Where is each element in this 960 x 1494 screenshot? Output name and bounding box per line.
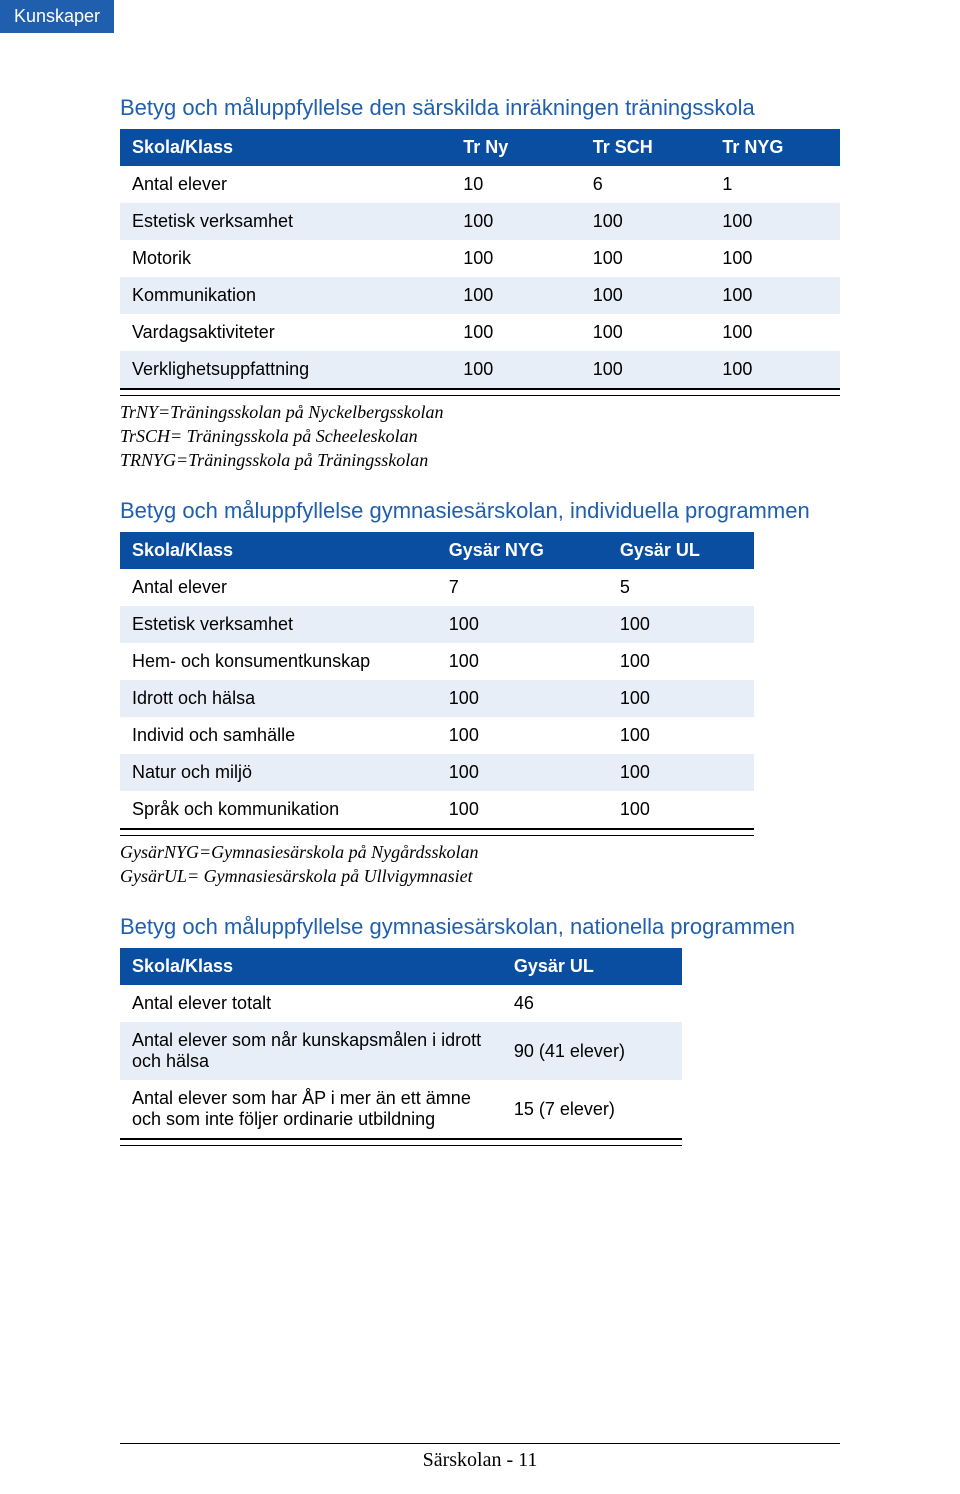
table-cell: Motorik [120,240,451,277]
table-row: Individ och samhälle100100 [120,717,754,754]
caption-line: TRNYG=Träningsskola på Träningsskolan [120,448,840,472]
caption-line: TrSCH= Träningsskola på Scheeleskolan [120,424,840,448]
table-cell: 100 [608,754,754,791]
table-cell: 100 [710,203,840,240]
table-cell: 100 [608,643,754,680]
table-cell: 100 [451,203,581,240]
table-cell: 100 [437,717,608,754]
table-cell: Idrott och hälsa [120,680,437,717]
table2-col-2: Gysär UL [608,532,754,569]
table2-title: Betyg och måluppfyllelse gymnasiesärskol… [120,498,840,524]
table-cell: 100 [608,680,754,717]
table-cell: 100 [608,717,754,754]
table1-caption: TrNY=Träningsskolan på Nyckelbergsskolan… [120,400,840,473]
table-cell: 100 [581,277,711,314]
table2-caption: GysärNYG=Gymnasiesärskola på Nygårdsskol… [120,840,840,889]
table1-col-0: Skola/Klass [120,129,451,166]
table2-col-1: Gysär NYG [437,532,608,569]
table-row: Motorik100100100 [120,240,840,277]
table-cell: Natur och miljö [120,754,437,791]
table3-col-0: Skola/Klass [120,948,502,985]
table-row: Antal elever totalt46 [120,985,682,1022]
table-cell: Språk och kommunikation [120,791,437,829]
table-cell: 100 [710,351,840,389]
table1-col-1: Tr Ny [451,129,581,166]
table-row: Hem- och konsumentkunskap100100 [120,643,754,680]
table-cell: 100 [581,314,711,351]
table2-col-0: Skola/Klass [120,532,437,569]
table1-col-2: Tr SCH [581,129,711,166]
table-cell: 100 [581,351,711,389]
table-cell: Verklighetsuppfattning [120,351,451,389]
table2: Skola/Klass Gysär NYG Gysär UL Antal ele… [120,532,754,836]
page-tab-header: Kunskaper [0,0,114,33]
table-cell: Estetisk verksamhet [120,606,437,643]
caption-line: GysärUL= Gymnasiesärskola på Ullvigymnas… [120,864,840,888]
table-row: Antal elever1061 [120,166,840,203]
table-cell: 46 [502,985,682,1022]
table-cell: 100 [437,680,608,717]
table1: Skola/Klass Tr Ny Tr SCH Tr NYG Antal el… [120,129,840,396]
table1-title: Betyg och måluppfyllelse den särskilda i… [120,95,840,121]
table-cell: 100 [710,277,840,314]
table-cell: 100 [581,240,711,277]
table3-col-1: Gysär UL [502,948,682,985]
table-row: Vardagsaktiviteter100100100 [120,314,840,351]
table-cell: 1 [710,166,840,203]
table-cell: Antal elever totalt [120,985,502,1022]
table1-col-3: Tr NYG [710,129,840,166]
table-row: Kommunikation100100100 [120,277,840,314]
table2-body: Antal elever75Estetisk verksamhet100100H… [120,569,754,829]
table-cell: 5 [608,569,754,606]
table-row: Estetisk verksamhet100100 [120,606,754,643]
table-cell: 100 [608,791,754,829]
table-cell: Individ och samhälle [120,717,437,754]
table-cell: 6 [581,166,711,203]
table3: Skola/Klass Gysär UL Antal elever totalt… [120,948,682,1146]
table-cell: 7 [437,569,608,606]
table-row: Natur och miljö100100 [120,754,754,791]
table3-title: Betyg och måluppfyllelse gymnasiesärskol… [120,914,840,940]
table-row: Språk och kommunikation100100 [120,791,754,829]
table-cell: 100 [437,643,608,680]
table-cell: 100 [581,203,711,240]
table-cell: 100 [437,754,608,791]
caption-line: TrNY=Träningsskolan på Nyckelbergsskolan [120,400,840,424]
table1-body: Antal elever1061Estetisk verksamhet10010… [120,166,840,389]
table-row: Verklighetsuppfattning100100100 [120,351,840,389]
table-cell: 100 [437,791,608,829]
table-row: Estetisk verksamhet100100100 [120,203,840,240]
table-cell: 100 [608,606,754,643]
table-cell: 100 [451,314,581,351]
table3-body: Antal elever totalt46Antal elever som nå… [120,985,682,1139]
table-cell: Antal elever som har ÅP i mer än ett ämn… [120,1080,502,1139]
table-cell: Hem- och konsumentkunskap [120,643,437,680]
table-row: Antal elever75 [120,569,754,606]
caption-line: GysärNYG=Gymnasiesärskola på Nygårdsskol… [120,840,840,864]
table-row: Antal elever som når kunskapsmålen i idr… [120,1022,682,1080]
table-cell: Antal elever [120,166,451,203]
table-row: Antal elever som har ÅP i mer än ett ämn… [120,1080,682,1139]
table-cell: 100 [451,351,581,389]
footer-text: Särskolan - 11 [0,1449,960,1472]
table-cell: 100 [451,277,581,314]
table-row: Idrott och hälsa100100 [120,680,754,717]
table-cell: Vardagsaktiviteter [120,314,451,351]
table-cell: Antal elever som når kunskapsmålen i idr… [120,1022,502,1080]
table-cell: Kommunikation [120,277,451,314]
table-cell: 100 [710,240,840,277]
table-cell: 90 (41 elever) [502,1022,682,1080]
table-cell: 10 [451,166,581,203]
table-cell: 100 [710,314,840,351]
table-cell: Estetisk verksamhet [120,203,451,240]
table-cell: Antal elever [120,569,437,606]
table-cell: 15 (7 elever) [502,1080,682,1139]
table-cell: 100 [451,240,581,277]
footer-rule [120,1443,840,1444]
table-cell: 100 [437,606,608,643]
